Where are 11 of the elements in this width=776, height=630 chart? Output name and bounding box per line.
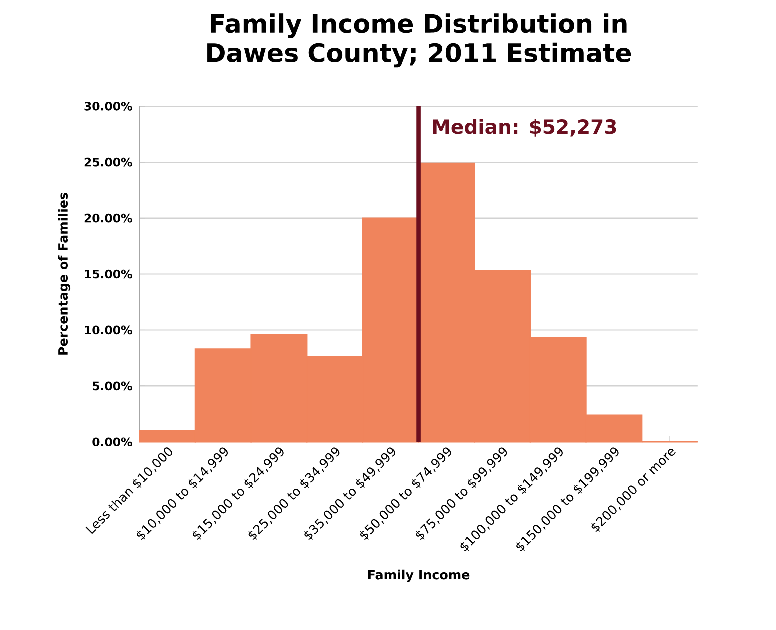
y-tick-label: 25.00% [84,158,132,168]
y-tick-label: 0.00% [92,438,132,447]
chart-title: Family Income Distribution in Dawes County; 2011 Estimate [208,14,632,68]
y-tick-label: 30.00% [84,102,132,112]
ref-line-label: Median: $52,273 [433,119,616,138]
y-tick-label: 15.00% [85,270,132,279]
y-tick-label: 5.00% [93,382,132,391]
y-tick-label: 20.00% [84,214,132,223]
y-tick-label: 10.00% [85,326,132,335]
y-axis-title: Percentage of Families [58,193,71,356]
x-axis-title: Family Income [368,570,470,582]
